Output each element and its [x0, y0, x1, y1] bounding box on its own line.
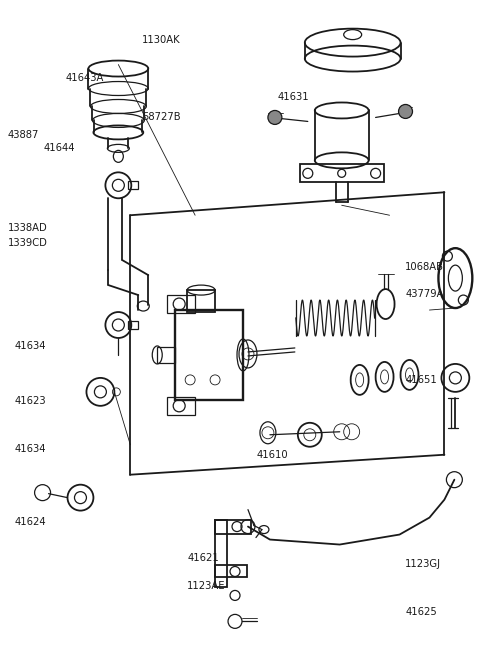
Bar — [215, 519, 227, 588]
Text: 43887: 43887 — [8, 130, 39, 140]
Text: 58727B: 58727B — [142, 112, 180, 122]
Bar — [187, 290, 215, 312]
Circle shape — [398, 105, 412, 119]
Text: 41610: 41610 — [257, 450, 288, 460]
Text: 43779A: 43779A — [405, 288, 444, 299]
Text: 41625: 41625 — [405, 607, 437, 617]
Text: 1123GJ: 1123GJ — [405, 559, 441, 569]
Bar — [215, 519, 251, 534]
Circle shape — [268, 111, 282, 124]
Bar — [167, 397, 195, 415]
Bar — [175, 310, 243, 400]
Text: 41624: 41624 — [15, 517, 47, 527]
Text: 41643A: 41643A — [65, 73, 104, 83]
Bar — [167, 295, 195, 313]
Bar — [215, 565, 247, 578]
Bar — [128, 321, 138, 329]
Text: 1068AB: 1068AB — [405, 263, 444, 272]
Bar — [157, 347, 175, 363]
Text: 41644: 41644 — [44, 143, 75, 153]
Text: 1130AK: 1130AK — [142, 35, 180, 45]
Text: 41634: 41634 — [15, 341, 47, 351]
Bar — [300, 164, 384, 182]
Text: 41651: 41651 — [405, 375, 437, 384]
Text: 41634: 41634 — [15, 444, 47, 454]
Text: 41621: 41621 — [187, 553, 219, 563]
Bar — [128, 181, 138, 189]
Text: 1123AE: 1123AE — [187, 581, 226, 591]
Text: 41623: 41623 — [15, 396, 47, 405]
Text: 41631: 41631 — [277, 92, 309, 102]
Text: 1339CD: 1339CD — [8, 238, 48, 248]
Text: 1338AD: 1338AD — [8, 223, 48, 233]
